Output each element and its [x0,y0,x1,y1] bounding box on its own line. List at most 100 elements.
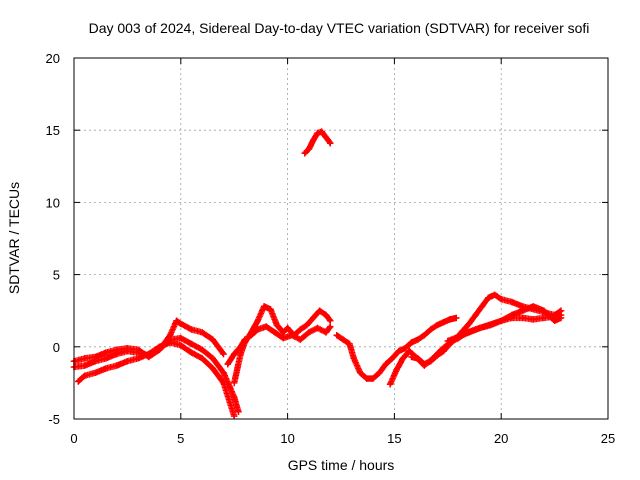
data-point [446,316,454,323]
tick-labels: 0 5 10 15 20 25 -5 0 5 10 15 20 [46,51,616,446]
data-point [551,317,558,325]
plot-border [73,57,609,420]
data-point [316,307,323,314]
data-point [301,150,308,157]
data-point [305,329,313,336]
data-point [113,350,120,358]
data-point [421,360,428,368]
data-point [386,381,394,388]
data-point [248,332,255,339]
data-point [173,317,180,325]
data-point [75,378,82,385]
data-point [421,332,428,339]
y-tick-label: 10 [46,195,60,210]
data-point [188,340,195,348]
data-point [408,353,415,361]
data-point [310,314,317,322]
data-point [465,329,473,336]
data-point [333,332,340,339]
data-point [557,307,565,314]
axis-ticks [73,57,609,420]
data-point [273,321,281,329]
y-axis-label: SDTVAR / TECUs [6,182,22,294]
data-point [220,369,227,376]
data-point [498,317,505,325]
x-tick-label: 0 [70,431,77,446]
data-point [427,326,434,333]
data-point [166,339,174,346]
x-tick-label: 20 [494,431,508,446]
data-point [177,334,184,342]
data-point [399,355,407,362]
data-point [540,307,548,314]
data-point [487,321,494,329]
data-point [401,345,409,352]
data-point [231,379,238,387]
data-point [303,321,311,329]
data-point [519,314,526,322]
data-point [134,355,142,362]
data-point [472,311,479,319]
y-tick-label: 0 [53,340,60,355]
data-point [113,362,120,369]
data-point [357,369,364,376]
data-point [339,336,347,343]
data-point [427,358,434,365]
data-point [314,129,321,137]
data-point [389,355,396,362]
data-point [224,360,231,368]
data-point [156,343,163,350]
y-tick-label: 20 [46,51,60,66]
data-point [81,372,88,379]
data-point [177,320,184,327]
data-point [395,347,402,355]
data-point [406,347,413,355]
data-point [231,350,238,358]
data-point [177,342,184,349]
data-point [485,294,492,301]
data-point [382,360,390,368]
data-point [209,355,217,362]
data-point [237,343,244,350]
data-point [322,134,330,141]
data-point [322,311,330,319]
data-point [440,347,447,355]
data-point [519,307,526,314]
x-tick-label: 25 [601,431,615,446]
data-point [297,336,304,343]
data-point [297,326,304,333]
data-point [414,355,422,362]
x-axis-label: GPS time / hours [288,457,395,473]
x-tick-label: 15 [387,431,401,446]
data-point [188,349,195,356]
data-point [280,334,287,342]
data-point [241,336,249,343]
data-point [491,291,498,299]
data-point [92,358,99,365]
data-point [263,323,270,330]
data-point [102,355,110,362]
series-track-f [301,128,334,157]
data-point [260,303,268,310]
data-point [444,337,451,345]
data-point [124,358,131,365]
data-point [363,375,370,382]
data-point [433,321,441,329]
data-point [288,332,296,339]
data-point [393,366,400,374]
series-track-g [333,314,460,382]
data-point [271,329,278,336]
data-point [92,369,99,376]
data-point [346,340,353,348]
data-point [231,394,238,401]
data-point [198,346,206,353]
series-track-e [224,323,334,368]
data-point [327,317,334,325]
data-point [102,365,110,372]
data-point [81,355,88,362]
data-point [81,362,88,369]
data-point [376,369,383,376]
data-point [322,329,330,336]
data-point [557,314,565,322]
